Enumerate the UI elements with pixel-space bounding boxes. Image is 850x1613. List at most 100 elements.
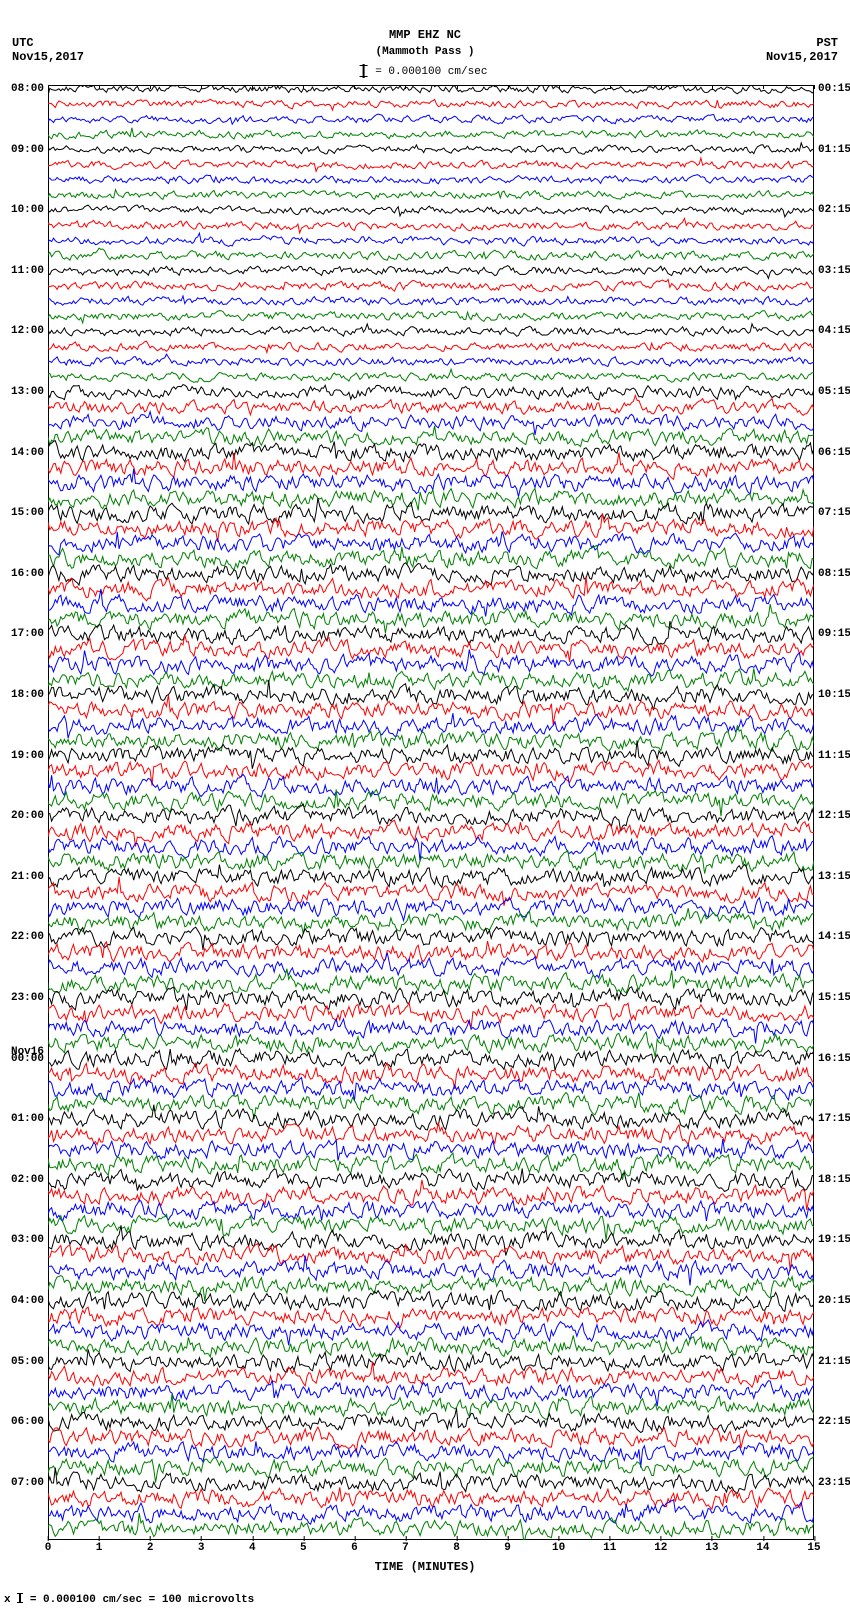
seismogram-trace	[48, 85, 814, 1540]
utc-time-label: 15:00	[11, 507, 44, 519]
seismogram-trace	[48, 85, 814, 1540]
scale-indicator: = 0.000100 cm/sec	[363, 64, 488, 78]
seismogram-trace	[48, 85, 814, 1540]
utc-time-label: 13:00	[11, 386, 44, 398]
seismogram-trace	[48, 85, 814, 1540]
seismogram-trace	[48, 85, 814, 1540]
seismogram-trace	[48, 85, 814, 1540]
seismogram-trace	[48, 85, 814, 1540]
seismogram-trace	[48, 85, 814, 1540]
utc-time-label: 20:00	[11, 810, 44, 822]
seismogram-trace	[48, 85, 814, 1540]
seismogram-trace	[48, 85, 814, 1540]
seismogram-trace	[48, 85, 814, 1540]
seismogram-trace	[48, 85, 814, 1540]
minute-tick	[252, 85, 253, 89]
seismogram-trace	[48, 85, 814, 1540]
x-tick: 5	[300, 1542, 307, 1554]
pst-time-label: 08:15	[818, 568, 850, 580]
seismogram-trace	[48, 85, 814, 1540]
seismogram-trace	[48, 85, 814, 1540]
seismogram-trace	[48, 85, 814, 1540]
utc-time-label: 09:00	[11, 144, 44, 156]
x-tick: 13	[705, 1542, 718, 1554]
seismogram-trace	[48, 85, 814, 1540]
helicorder-plot: 08:0009:0010:0011:0012:0013:0014:0015:00…	[48, 85, 814, 1540]
seismogram-trace	[48, 85, 814, 1540]
utc-time-label: 04:00	[11, 1295, 44, 1307]
seismogram-trace	[48, 85, 814, 1540]
minute-tick	[150, 85, 151, 89]
utc-time-label: 03:00	[11, 1234, 44, 1246]
x-tick: 12	[654, 1542, 667, 1554]
seismogram-trace	[48, 85, 814, 1540]
utc-time-label: 07:00	[11, 1477, 44, 1489]
minute-tick	[508, 85, 509, 89]
seismogram-trace	[48, 85, 814, 1540]
seismogram-trace	[48, 85, 814, 1540]
seismogram-trace	[48, 85, 814, 1540]
pst-time-label: 04:15	[818, 325, 850, 337]
seismogram-trace	[48, 85, 814, 1540]
pst-time-label: 09:15	[818, 628, 850, 640]
x-tick: 10	[552, 1542, 565, 1554]
seismogram-trace	[48, 85, 814, 1540]
seismogram-trace	[48, 85, 814, 1540]
seismogram-trace	[48, 85, 814, 1540]
seismogram-trace	[48, 85, 814, 1540]
utc-time-label: 11:00	[11, 265, 44, 277]
pst-time-label: 02:15	[818, 204, 850, 216]
seismogram-trace	[48, 85, 814, 1540]
seismogram-trace	[48, 85, 814, 1540]
seismogram-trace	[48, 85, 814, 1540]
pst-time-label: 00:15	[818, 83, 850, 95]
day-break-label: Nov16	[11, 1046, 44, 1058]
utc-time-label: 10:00	[11, 204, 44, 216]
seismogram-trace	[48, 85, 814, 1540]
pst-time-label: 13:15	[818, 871, 850, 883]
pst-time-label: 03:15	[818, 265, 850, 277]
x-tick: 0	[45, 1542, 52, 1554]
seismogram-trace	[48, 85, 814, 1540]
pst-time-label: 01:15	[818, 144, 850, 156]
seismogram-trace	[48, 85, 814, 1540]
minute-tick	[405, 85, 406, 89]
seismogram-trace	[48, 85, 814, 1540]
seismogram-trace	[48, 85, 814, 1540]
helicorder-container: UTC Nov15,2017 PST Nov15,2017 MMP EHZ NC…	[0, 0, 850, 1613]
pst-time-label: 19:15	[818, 1234, 850, 1246]
scale-text: = 0.000100 cm/sec	[375, 66, 487, 78]
scale-bar-icon	[363, 64, 365, 78]
seismogram-trace	[48, 85, 814, 1540]
x-tick: 4	[249, 1542, 256, 1554]
x-tick: 3	[198, 1542, 205, 1554]
utc-time-label: 08:00	[11, 83, 44, 95]
seismogram-trace	[48, 85, 814, 1540]
seismogram-trace	[48, 85, 814, 1540]
seismogram-trace	[48, 85, 814, 1540]
seismogram-trace	[48, 85, 814, 1540]
pst-time-label: 18:15	[818, 1174, 850, 1186]
x-tick: 7	[402, 1542, 409, 1554]
minute-tick	[99, 85, 100, 89]
seismogram-trace	[48, 85, 814, 1540]
station-location: (Mammoth Pass )	[375, 46, 474, 58]
seismogram-trace	[48, 85, 814, 1540]
seismogram-trace	[48, 85, 814, 1540]
x-tick: 1	[96, 1542, 103, 1554]
utc-time-label: 18:00	[11, 689, 44, 701]
pst-time-label: 20:15	[818, 1295, 850, 1307]
seismogram-trace	[48, 85, 814, 1540]
seismogram-trace	[48, 85, 814, 1540]
seismogram-trace	[48, 85, 814, 1540]
minute-tick	[661, 85, 662, 89]
seismogram-trace	[48, 85, 814, 1540]
seismogram-trace	[48, 85, 814, 1540]
x-tick: 15	[807, 1542, 820, 1554]
seismogram-trace	[48, 85, 814, 1540]
seismogram-trace	[48, 85, 814, 1540]
seismogram-trace	[48, 85, 814, 1540]
pst-time-label: 21:15	[818, 1356, 850, 1368]
seismogram-trace	[48, 85, 814, 1540]
seismogram-trace	[48, 85, 814, 1540]
